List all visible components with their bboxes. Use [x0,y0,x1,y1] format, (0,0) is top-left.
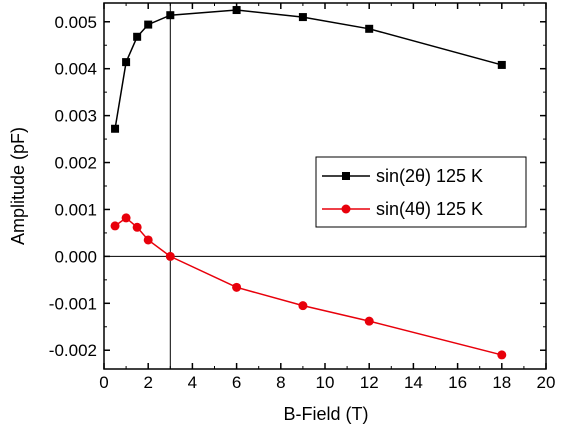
y-tick-label: 0.003 [54,107,97,126]
y-tick-label: -0.002 [49,341,97,360]
x-tick-label: 6 [232,373,241,392]
x-axis-title: B-Field (T) [284,404,369,424]
data-point-s1-5 [166,11,175,20]
legend-marker-2 [341,204,351,214]
data-point-s2-4 [143,235,153,245]
y-axis-title: Amplitude (pF) [8,127,28,245]
y-tick-label: 0.005 [54,13,97,32]
data-point-s1-3 [133,32,142,41]
legend-box [315,156,527,228]
plot-area [104,3,546,369]
legend-label-2: sin(4θ) 125 K [376,199,483,219]
data-point-s2-9 [497,350,507,360]
y-tick-label: 0.001 [54,200,97,219]
axes: 0 2 4 6 8 10 12 14 16 18 20 -0.002 -0.001 0.000 0.001 0… [49,2,556,392]
x-tick-label: 12 [360,373,379,392]
y-tick-label: 0.004 [54,60,97,79]
x-tick-label: 10 [316,373,335,392]
x-tick-label: 0 [99,373,108,392]
data-point-s1-7 [298,13,307,22]
data-point-s1-4 [144,20,153,29]
y-tick-label: 0.002 [54,154,97,173]
x-tick-label: 14 [404,373,423,392]
x-tick-label: 2 [143,373,152,392]
legend-label-1: sin(2θ) 125 K [376,166,483,186]
data-point-s2-8 [364,316,374,326]
legend: sin(2θ) 125 K sin(4θ) 125 K [315,156,527,228]
data-point-s1-6 [232,6,241,15]
data-point-s2-7 [298,301,308,311]
data-point-s2-2 [121,213,131,223]
data-point-s1-2 [122,58,131,67]
data-point-s2-1 [110,221,120,231]
data-point-s2-6 [232,282,242,292]
data-point-s2-5 [165,251,175,261]
x-tick-label: 20 [537,373,556,392]
data-point-s1-1 [111,124,120,133]
data-point-s1-9 [497,60,506,69]
x-tick-label: 16 [448,373,467,392]
series-line-2 [114,216,502,356]
y-tick-label: 0.000 [54,247,97,266]
series-line-1 [114,9,502,129]
x-tick-label: 4 [188,373,197,392]
x-tick-label: 18 [492,373,511,392]
legend-marker-1 [342,172,350,180]
y-tick-label: -0.001 [49,294,97,313]
data-point-s1-8 [365,24,374,33]
data-point-s2-3 [132,222,142,232]
x-tick-label: 8 [276,373,285,392]
